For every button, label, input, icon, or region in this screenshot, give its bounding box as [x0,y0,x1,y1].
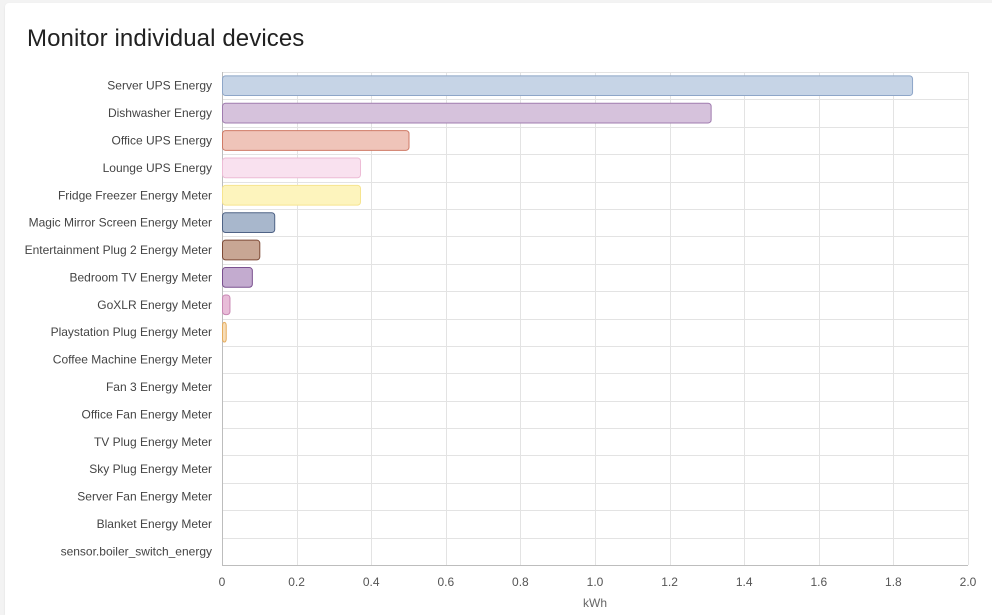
bar [222,212,276,233]
category-label: Server Fan Energy Meter [77,490,212,504]
category-label: Blanket Energy Meter [97,517,212,531]
x-tick-label: 0.2 [288,575,305,589]
bar [222,294,231,316]
bar [222,102,712,124]
x-tick-label: 1.8 [885,575,902,589]
bar [222,75,914,97]
x-tick-label: 1.2 [661,575,678,589]
x-tick-label: 1.0 [587,575,604,589]
x-tick-label: 0.8 [512,575,529,589]
category-label: Playstation Plug Energy Meter [51,325,212,339]
category-label: Office Fan Energy Meter [82,407,213,421]
x-axis-title: kWh [583,596,607,610]
category-label: Magic Mirror Screen Energy Meter [29,216,212,230]
x-tick-label: 0.4 [363,575,380,589]
category-label: Entertainment Plug 2 Energy Meter [25,243,212,257]
category-label: Server UPS Energy [107,79,212,93]
category-label: Coffee Machine Energy Meter [53,353,212,367]
category-label: Dishwasher Energy [108,106,212,120]
category-label: Bedroom TV Energy Meter [69,270,212,284]
bar [222,321,227,343]
bar [222,267,253,288]
category-label: TV Plug Energy Meter [94,435,212,449]
bar [222,239,261,261]
bar [222,130,410,151]
category-label: sensor.boiler_switch_energy [61,544,212,558]
x-tick-label: 1.4 [736,575,753,589]
category-label: Fridge Freezer Energy Meter [58,188,212,202]
category-label: GoXLR Energy Meter [97,298,212,312]
category-label: Fan 3 Energy Meter [106,380,212,394]
x-tick-label: 0.6 [437,575,454,589]
bar [222,184,362,206]
category-label: Office UPS Energy [112,133,213,147]
x-tick-label: 1.6 [810,575,827,589]
category-label: Lounge UPS Energy [103,161,212,175]
x-tick-label: 0 [219,575,226,589]
x-tick-label: 2.0 [960,575,977,589]
card-title: Monitor individual devices [27,25,305,52]
bar [222,157,362,179]
category-label: Sky Plug Energy Meter [89,462,212,476]
